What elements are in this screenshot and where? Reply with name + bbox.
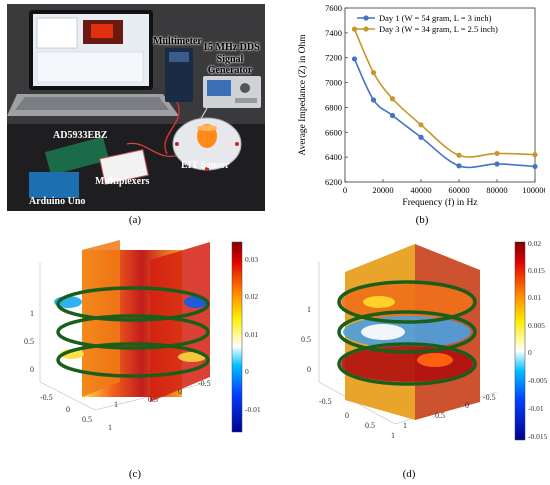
data-point-series-1 — [370, 97, 377, 103]
data-point-series-2 — [351, 26, 358, 32]
label-multiplexers: Multiplexers — [95, 176, 150, 187]
signal-generator-icon — [203, 76, 261, 108]
panel-b-label: (b) — [415, 214, 429, 226]
x-tick-label: 40000 — [410, 185, 431, 195]
colorbar-tick: 0.005 — [528, 321, 545, 330]
data-point-series-1 — [456, 163, 462, 169]
data-point-series-2 — [389, 96, 396, 102]
slice-plane-side — [150, 242, 210, 402]
y-tick: -0.5 — [198, 379, 211, 388]
x-tick-label: 20000 — [372, 185, 393, 195]
impedance-line-chart: 6200 6400 6600 6800 7000 7200 7400 7600 0 20000 40… — [297, 3, 545, 208]
plot-area — [344, 7, 536, 183]
y-tick-label: 7200 — [325, 53, 342, 63]
y-tick: 0.5 — [435, 411, 445, 420]
colorbar-tick: 0.02 — [528, 239, 541, 248]
colorbar-tick: -0.005 — [528, 376, 548, 385]
data-point-series-1 — [532, 163, 538, 170]
setup-photo: Multimeter 15 MHz DDS Signal Generator A… — [7, 4, 265, 211]
ad5933-board-icon — [44, 136, 110, 176]
colorbar-tick: 0.01 — [528, 293, 541, 302]
x-tick: 0 — [66, 405, 70, 414]
y-tick: 0.5 — [148, 395, 158, 404]
x-tick-label: 80000 — [486, 185, 507, 195]
data-point-series-2 — [494, 150, 500, 157]
arduino-board-icon — [29, 172, 79, 198]
x-axis-label: Frequency (f) in Hz — [402, 197, 477, 208]
y-tick: 1 — [403, 421, 407, 430]
label-dds-line2: Signal Generator — [207, 54, 253, 76]
electrode-rings — [56, 286, 210, 378]
colorbar-tick: -0.01 — [245, 405, 261, 414]
x-tick: 0.5 — [365, 421, 375, 430]
z-tick: 1 — [307, 305, 311, 314]
y-tick: -0.5 — [483, 393, 496, 402]
data-point-series-1 — [351, 56, 358, 62]
data-point-series-1 — [418, 134, 424, 140]
y-tick-label: 6400 — [325, 152, 342, 162]
x-tick: -0.5 — [40, 393, 53, 402]
legend-label: Day 3 (W = 34 gram, L = 2.5 inch) — [379, 24, 498, 34]
colorbar-tick: 0.02 — [245, 292, 258, 301]
electrode-rings — [337, 280, 477, 386]
colorbar-tick: 0.01 — [245, 330, 258, 339]
label-multimeter: Multimeter — [153, 36, 202, 47]
colorbar-tick: -0.015 — [528, 432, 548, 441]
data-point-series-1 — [494, 161, 500, 167]
z-tick: 0.5 — [24, 337, 34, 346]
y-tick-label: 6800 — [325, 102, 342, 112]
label-arduino: Arduino Uno — [29, 196, 86, 207]
data-point-series-2 — [418, 122, 424, 128]
colorbar-tick: 0.015 — [528, 266, 545, 275]
y-tick-label: 7000 — [325, 78, 342, 88]
label-dds-line1: 15 MHz DDS — [203, 42, 260, 53]
x-tick-label: 0 — [343, 185, 347, 195]
x-tick: -0.5 — [319, 397, 332, 406]
colorbar-tick: 0 — [528, 348, 532, 357]
x-tick-label: 60000 — [448, 185, 469, 195]
multiplexer-board-icon — [99, 149, 149, 185]
multimeter-icon — [165, 48, 193, 102]
y-tick: 1 — [114, 400, 118, 409]
legend-marker — [363, 26, 369, 32]
panel-c-label: (c) — [128, 468, 142, 480]
laptop-icon — [7, 10, 179, 116]
y-tick-label: 6600 — [325, 127, 342, 137]
y-axis-label: Average Impedance (Z) in Ohm — [297, 34, 308, 156]
colorbar — [514, 241, 526, 441]
x-tick: 1 — [108, 423, 112, 432]
z-tick: 0.5 — [301, 335, 311, 344]
x-tick: 0 — [345, 411, 349, 420]
label-eit-sensor: EIT Sensor — [181, 160, 230, 171]
data-point-series-2 — [532, 152, 538, 158]
colorbar-tick: -0.01 — [528, 404, 544, 413]
colorbar-tick: 0 — [245, 367, 249, 376]
z-tick: 1 — [30, 309, 34, 318]
reconstruction-3d-c: 1 0.5 0 -0.5 0 0.5 1 1 0.5 0 -0.5 0.03 0… — [24, 240, 261, 433]
y-tick-label: 7400 — [325, 28, 342, 38]
colorbar — [231, 241, 243, 433]
x-tick-label: 100000 — [522, 185, 545, 195]
panel-a-label: (a) — [128, 214, 142, 226]
label-ad5933: AD5933EBZ — [53, 130, 108, 141]
legend-marker — [363, 15, 369, 21]
data-point-series-1 — [389, 112, 396, 119]
y-tick-label: 6200 — [325, 177, 342, 187]
eit-sensor-icon — [172, 117, 242, 171]
reconstruction-3d-d: 1 0.5 0 -0.5 0 0.5 1 1 0.5 0 -0.5 0.02 0… — [301, 239, 548, 441]
y-tick: 0 — [465, 401, 469, 410]
x-tick: 0.5 — [82, 415, 92, 424]
z-tick: 0 — [307, 365, 311, 374]
x-tick: 1 — [391, 431, 395, 440]
panel-d-label: (d) — [402, 468, 416, 480]
y-tick-label: 7600 — [325, 3, 342, 13]
data-point-series-2 — [370, 70, 377, 76]
y-tick: 0 — [178, 387, 182, 396]
data-point-series-2 — [456, 152, 462, 158]
legend-label: Day 1 (W = 54 gram, L = 3 inch) — [379, 13, 492, 23]
colorbar-tick: 0.03 — [245, 255, 258, 264]
z-tick: 0 — [30, 365, 34, 374]
setup-photo-drawing — [7, 4, 265, 211]
